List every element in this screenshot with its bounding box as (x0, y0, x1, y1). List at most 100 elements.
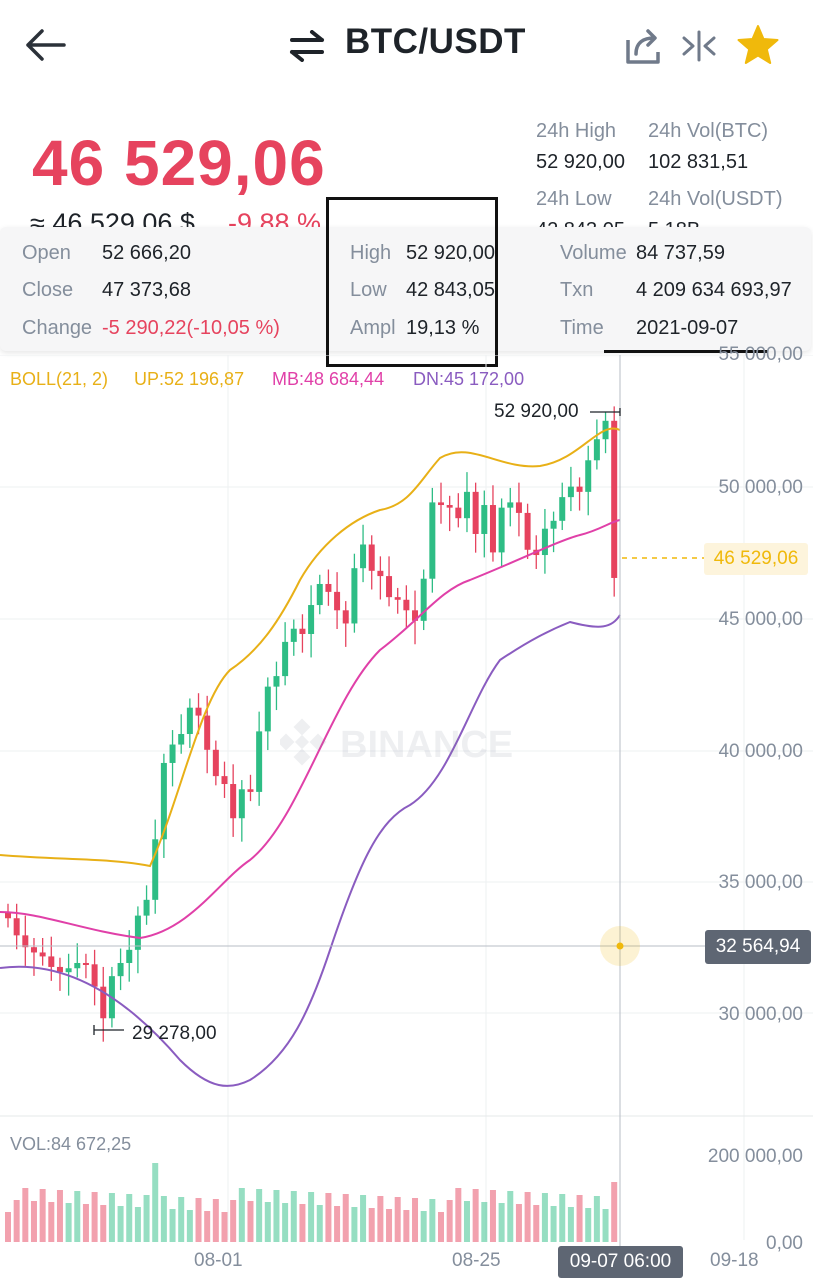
volume-bar (541, 1193, 548, 1242)
volume-bar (299, 1204, 306, 1242)
candle-body (30, 947, 37, 953)
candle-body (273, 676, 280, 687)
volume-bar (91, 1192, 98, 1242)
candle-body (143, 899, 150, 916)
candle-body (91, 964, 98, 987)
ampl-label: Ampl (350, 317, 396, 339)
24h-low-label: 24h Low (536, 188, 612, 210)
min-price-leader (93, 1025, 124, 1035)
candle-body (498, 507, 505, 553)
candle-body (256, 731, 263, 792)
volume-bar (403, 1210, 410, 1242)
max-price-leader (590, 408, 621, 416)
volume-bar (56, 1190, 63, 1242)
compare-icon[interactable] (682, 30, 716, 62)
candle-body (290, 628, 297, 642)
volume-bar (429, 1199, 436, 1242)
open-value: 52 666,20 (102, 242, 191, 264)
volume-bar (152, 1163, 159, 1242)
candle-body (56, 966, 63, 973)
candle-body (394, 597, 401, 600)
high-value: 52 920,00 (406, 242, 495, 264)
price-tick: 45 000,00 (718, 609, 803, 630)
volume-bar (585, 1208, 592, 1242)
volume-bar (282, 1203, 289, 1242)
volume-bar (368, 1208, 375, 1242)
candle-body (178, 734, 185, 745)
volume-bar (386, 1209, 393, 1242)
pair-title[interactable]: BTC/USDT (345, 22, 526, 61)
candle-body (550, 520, 557, 529)
volume-bar (308, 1192, 315, 1242)
volume-bar (533, 1205, 540, 1242)
candle-body (212, 749, 219, 777)
candle-body (308, 605, 315, 634)
volume-bar (221, 1212, 228, 1242)
candle-body (593, 439, 600, 461)
volume-bar (100, 1205, 107, 1242)
volume-bar (256, 1189, 263, 1242)
boll-lower-band (0, 614, 621, 1087)
close-label: Close (22, 279, 74, 301)
candle-body (507, 502, 514, 508)
price-tick: 55 000,00 (718, 344, 803, 365)
candle-body (472, 491, 479, 534)
candle-body (204, 715, 211, 750)
txn-value: 4 209 634 693,97 (636, 279, 792, 301)
txn-label: Txn (560, 279, 594, 301)
candle-body (585, 460, 592, 492)
volume-bar (316, 1205, 323, 1242)
volume-bar (334, 1206, 341, 1242)
candle-body (559, 497, 566, 521)
candle-body (429, 502, 436, 579)
volume-bar (420, 1211, 427, 1242)
candlestick-chart[interactable] (0, 355, 813, 1280)
boll-middle-band (0, 519, 621, 940)
low-value: 42 843,05 (406, 279, 495, 301)
candle-body (22, 935, 29, 948)
time-tick: 09-18 (710, 1250, 759, 1271)
candle-body (195, 707, 202, 716)
candle-body (463, 491, 470, 519)
binance-watermark: BINANCE (280, 718, 513, 766)
candle-body (446, 505, 453, 508)
volume-value: 84 737,59 (636, 242, 725, 264)
crosshair-dot (616, 942, 624, 950)
candle-body (420, 578, 427, 621)
volume-bar (65, 1203, 72, 1242)
volume-bar (186, 1210, 193, 1242)
candle-body (221, 776, 228, 785)
volume-bar (507, 1191, 514, 1242)
24h-vol-usdt-label: 24h Vol(USDT) (648, 188, 783, 210)
volume-bar (394, 1197, 401, 1242)
24h-vol-btc-value: 102 831,51 (648, 151, 749, 173)
volume-bar (273, 1190, 280, 1242)
candle-body (438, 502, 444, 506)
candle-body (515, 502, 522, 513)
candle-body (230, 784, 237, 819)
star-icon[interactable] (736, 24, 780, 66)
candle-body (481, 505, 488, 534)
volume-bar (472, 1189, 479, 1242)
volume-bar (602, 1209, 609, 1242)
volume-bar (212, 1199, 219, 1242)
candle-body (541, 528, 548, 556)
volume-bar (30, 1201, 37, 1242)
last-price-tag: 46 529,06 (704, 543, 808, 575)
ampl-value: 19,13 % (406, 317, 480, 339)
volume-bar (108, 1193, 115, 1242)
volume-bar (550, 1206, 557, 1242)
share-icon[interactable] (624, 26, 664, 66)
back-arrow-icon[interactable] (24, 28, 66, 62)
24h-vol-btc-label: 24h Vol(BTC) (648, 120, 769, 142)
volume-bar (22, 1188, 29, 1242)
candle-body (299, 628, 306, 634)
volume-bar (377, 1196, 384, 1242)
swap-icon[interactable] (288, 30, 326, 62)
volume-bar (438, 1212, 444, 1242)
volume-bar (446, 1200, 453, 1242)
volume-bar (290, 1191, 297, 1242)
candle-body (342, 610, 349, 624)
volume-bar (204, 1211, 211, 1242)
candle-body (412, 610, 419, 621)
